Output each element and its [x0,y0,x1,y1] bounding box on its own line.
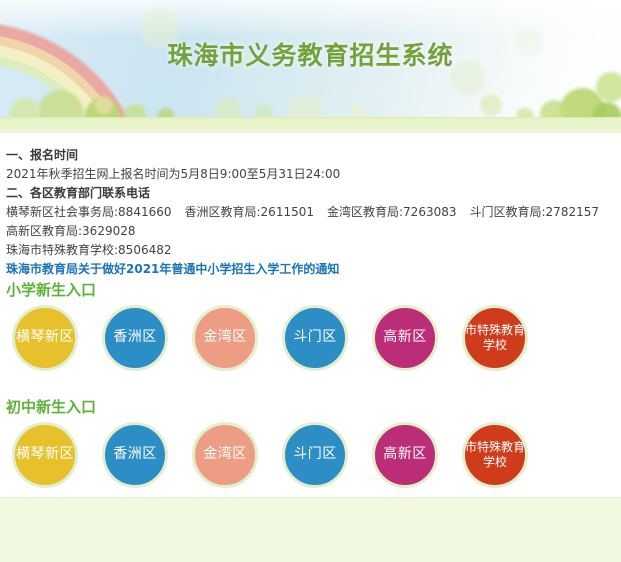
primary-entry-heading: 小学新生入口 [6,281,97,299]
foliage-decoration [255,104,273,117]
district-entry-button[interactable]: 高新区 [372,305,438,371]
contact-xiangzhou: 香洲区教育局:2611501 [184,205,315,219]
foliage-decoration [158,108,174,117]
foliage-decoration [95,96,113,114]
district-entry-button[interactable]: 香洲区 [102,422,168,488]
district-entry-label: 香洲区 [113,446,157,463]
district-entry-label: 横琴新区 [16,446,74,463]
district-entry-label: 金湾区 [203,329,247,346]
foliage-decoration [140,8,180,48]
foliage-decoration [10,98,40,117]
foliage-decoration [596,72,621,102]
notice-link[interactable]: 珠海市教育局关于做好2021年普通中小学招生入学工作的通知 [6,262,340,276]
foliage-decoration [515,28,543,56]
foliage-decoration [285,94,325,117]
district-entry-label: 香洲区 [113,329,157,346]
page-footer [0,497,621,562]
district-entry-button[interactable]: 市特殊教育 学校 [462,422,528,488]
foliage-decoration [350,104,364,117]
district-entry-button[interactable]: 高新区 [372,422,438,488]
section-1-title: 一、报名时间 [6,148,79,162]
contact-doumen: 斗门区教育局:2782157 [469,205,600,219]
section-2-title: 二、各区教育部门联系电话 [6,186,151,200]
foliage-decoration [516,108,534,117]
district-entry-label: 横琴新区 [16,329,74,346]
district-entry-button[interactable]: 金湾区 [192,305,258,371]
foliage-decoration [480,94,502,116]
foliage-decoration [124,104,146,117]
foliage-decoration [592,102,621,117]
district-entry-button[interactable]: 市特殊教育 学校 [462,305,528,371]
foliage-decoration [450,60,486,96]
district-entry-button[interactable]: 横琴新区 [12,422,78,488]
site-banner: 珠海市义务教育招生系统 [0,0,621,117]
district-entry-label: 高新区 [383,329,427,346]
junior-entry-heading: 初中新生入口 [6,398,97,416]
district-entry-button[interactable]: 斗门区 [282,422,348,488]
primary-entry-row: 横琴新区 香洲区 金湾区 斗门区 高新区 市特殊教育 学校 [6,305,613,371]
district-entry-button[interactable]: 斗门区 [282,305,348,371]
district-entry-button[interactable]: 金湾区 [192,422,258,488]
registration-time-text: 2021年秋季招生网上报名时间为5月8日9:00至5月31日24:00 [6,167,341,181]
district-entry-label: 金湾区 [203,446,247,463]
district-entry-label: 高新区 [383,446,427,463]
district-entry-label: 市特殊教育 学校 [465,440,526,469]
foliage-decoration [230,50,254,74]
district-entry-label: 斗门区 [293,446,337,463]
contact-jinwan: 金湾区教育局:7263083 [327,205,457,219]
foliage-decoration [540,100,568,117]
site-title: 珠海市义务教育招生系统 [167,41,454,70]
district-entry-label: 市特殊教育 学校 [465,323,526,352]
district-entry-button[interactable]: 香洲区 [102,305,168,371]
special-school-contact: 珠海市特殊教育学校:8506482 [6,243,172,257]
contact-hengqin: 横琴新区社会事务局:8841660 [6,205,172,219]
banner-strip [0,117,621,133]
contact-gaoxin: 高新区教育局:3629028 [6,224,136,238]
main-content: 一、报名时间 2021年秋季招生网上报名时间为5月8日9:00至5月31日24:… [0,133,621,497]
district-entry-button[interactable]: 横琴新区 [12,305,78,371]
junior-entry-row: 横琴新区 香洲区 金湾区 斗门区 高新区 市特殊教育 学校 [6,422,613,488]
foliage-decoration [215,98,241,117]
district-contacts-line: 横琴新区社会事务局:8841660 香洲区教育局:2611501 金湾区教育局:72… [6,203,613,241]
district-entry-label: 斗门区 [293,329,337,346]
